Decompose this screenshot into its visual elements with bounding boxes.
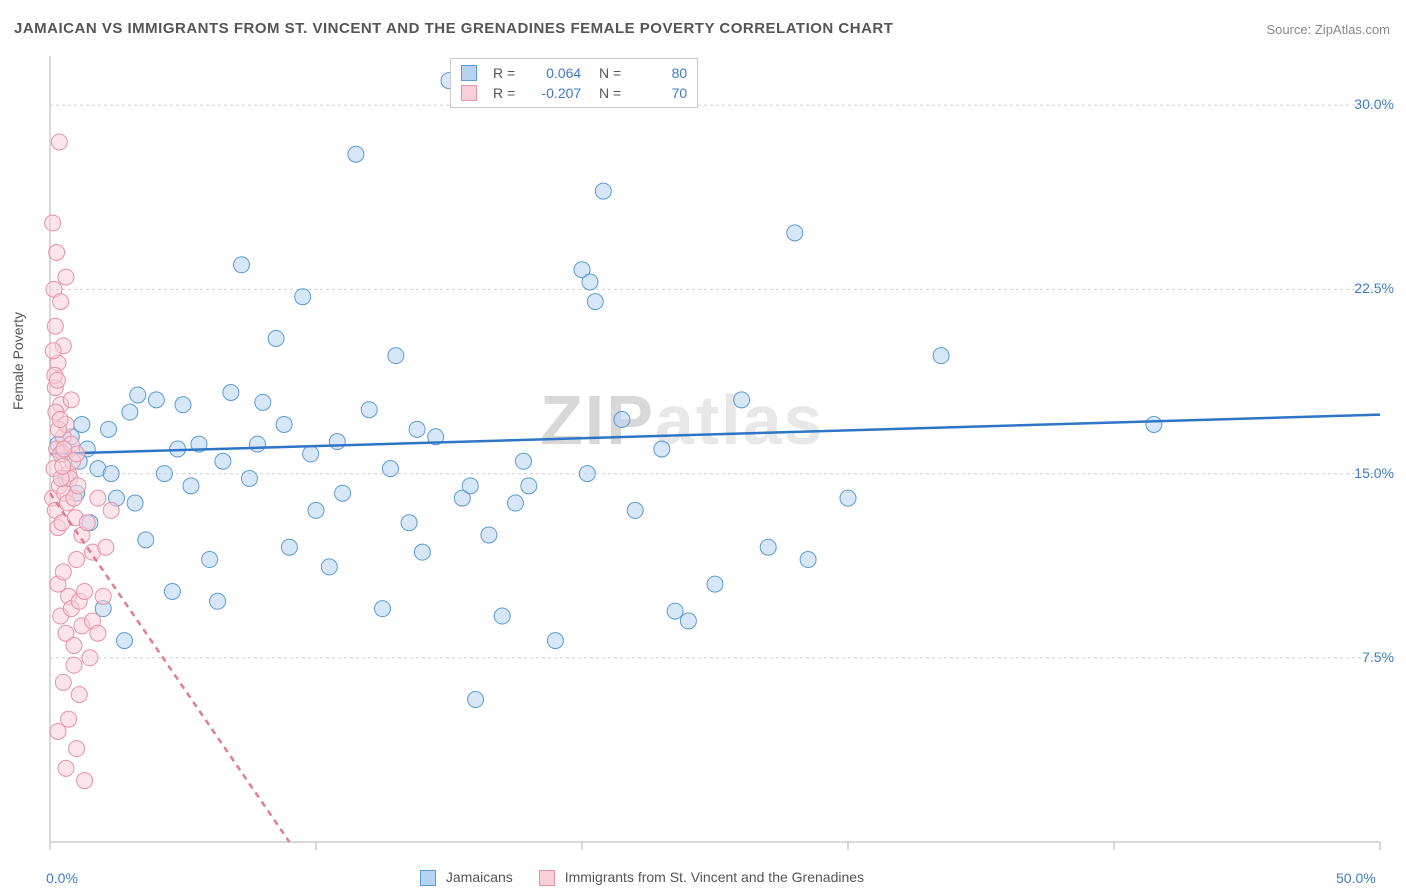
series-legend: Jamaicans Immigrants from St. Vincent an… bbox=[420, 869, 864, 886]
r-value-pink: -0.207 bbox=[525, 85, 581, 101]
correlation-legend: R = 0.064 N = 80 R = -0.207 N = 70 bbox=[450, 58, 698, 108]
legend-swatch-icon bbox=[461, 85, 477, 101]
legend-item: Immigrants from St. Vincent and the Gren… bbox=[539, 869, 864, 886]
y-tick-label: 7.5% bbox=[1362, 649, 1394, 665]
x-tick-label: 0.0% bbox=[46, 870, 78, 886]
n-value-pink: 70 bbox=[631, 85, 687, 101]
legend-row-blue: R = 0.064 N = 80 bbox=[461, 63, 687, 83]
y-tick-label: 15.0% bbox=[1354, 465, 1394, 481]
x-tick-label: 50.0% bbox=[1336, 870, 1376, 886]
legend-label: Immigrants from St. Vincent and the Gren… bbox=[565, 869, 864, 885]
n-value-blue: 80 bbox=[631, 65, 687, 81]
legend-label: Jamaicans bbox=[446, 869, 513, 885]
scatter-chart bbox=[0, 0, 1406, 892]
y-tick-label: 30.0% bbox=[1354, 96, 1394, 112]
r-value-blue: 0.064 bbox=[525, 65, 581, 81]
legend-item: Jamaicans bbox=[420, 869, 513, 886]
legend-swatch-icon bbox=[420, 870, 436, 886]
legend-swatch-icon bbox=[539, 870, 555, 886]
legend-row-pink: R = -0.207 N = 70 bbox=[461, 83, 687, 103]
y-tick-label: 22.5% bbox=[1354, 280, 1394, 296]
legend-swatch-icon bbox=[461, 65, 477, 81]
